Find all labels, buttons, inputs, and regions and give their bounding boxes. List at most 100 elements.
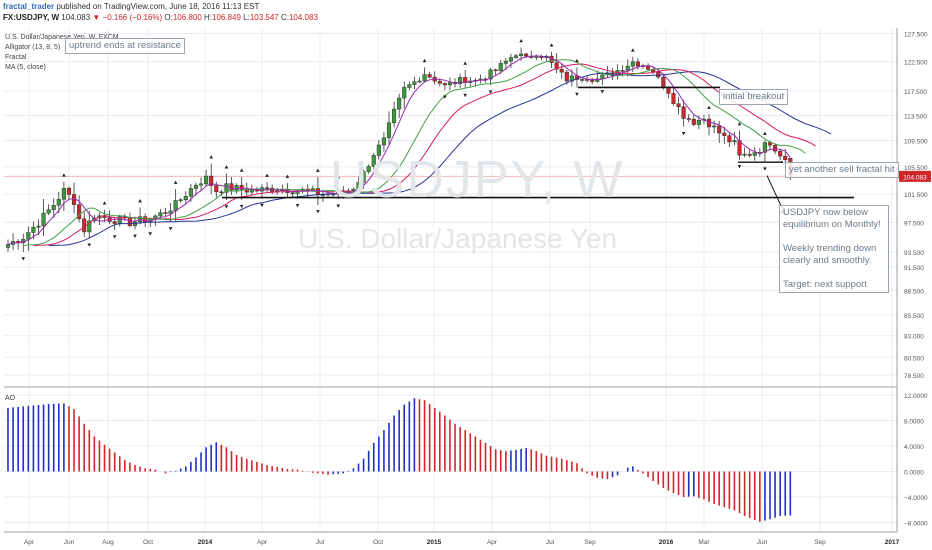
candle-body — [310, 188, 315, 191]
publisher-link[interactable]: fractal_trader — [3, 2, 55, 11]
candle-body — [427, 74, 432, 78]
candle-body — [534, 56, 539, 58]
time-tick-label: 2016 — [659, 539, 674, 546]
candle-body — [168, 210, 173, 214]
candle-body — [442, 83, 447, 86]
candle-body — [158, 212, 163, 217]
candle-body — [229, 183, 234, 191]
time-tick-label: 2015 — [427, 539, 442, 546]
candle-body — [239, 185, 244, 190]
candle-body — [127, 217, 132, 226]
open-label: O: — [164, 13, 173, 22]
indicator-ao[interactable]: AO — [5, 395, 16, 402]
fractal-pointer — [772, 161, 784, 163]
note-sell-fractal[interactable]: yet another sell fractal hit — [785, 162, 899, 178]
candle-body — [361, 171, 366, 183]
summary-line: USDJPY now below — [783, 207, 868, 218]
indicator-ma[interactable]: MA (5, close) — [5, 64, 46, 71]
time-tick-label: Jun — [64, 539, 75, 546]
time-tick-label: Jun — [757, 539, 768, 546]
candle-body — [402, 87, 407, 99]
low-label: L: — [243, 13, 250, 22]
candle-body — [519, 53, 524, 56]
last-price-badge — [899, 170, 931, 182]
high-value: 106.849 — [212, 13, 241, 22]
trend-drawings — [222, 86, 854, 215]
fractal-up-marker — [737, 121, 742, 126]
summary-line — [783, 231, 885, 243]
price-tick-label: 78.500 — [904, 373, 924, 380]
candle-body — [366, 166, 371, 172]
candle-body — [143, 216, 148, 223]
candle-body — [661, 76, 666, 88]
note-initial-breakout[interactable]: initial breakout — [719, 89, 789, 105]
candle-body — [513, 55, 519, 58]
candle-body — [488, 69, 493, 80]
indicator-lines — [7, 55, 832, 247]
watermark-symbol: USDJPY, W — [330, 151, 625, 209]
fractal-down-marker — [87, 243, 92, 247]
candle-body — [376, 144, 381, 156]
time-tick-label: 2014 — [198, 539, 213, 546]
candle-body — [742, 153, 747, 156]
close-label: C: — [280, 13, 289, 22]
candle-body — [712, 125, 717, 128]
candle-body — [36, 225, 41, 228]
fractal-up-marker — [239, 168, 244, 172]
price-tick-label: 117.500 — [904, 89, 927, 96]
candle-body — [193, 184, 199, 189]
publish-line: fractal_trader published on TradingView.… — [3, 2, 259, 11]
candle-body — [722, 132, 727, 136]
candle-body — [188, 188, 193, 197]
candle-body — [493, 69, 498, 72]
candle-body — [204, 175, 209, 185]
price-tick-label: 83.000 — [904, 334, 924, 341]
summary-line: Weekly trending down — [783, 243, 877, 254]
indicator-fractal[interactable]: Fractal — [5, 54, 27, 61]
candle-body — [214, 185, 219, 193]
candle-body — [620, 70, 625, 72]
candle-body — [219, 191, 224, 194]
candle-body — [26, 232, 31, 240]
candle-body — [87, 220, 92, 233]
indicator-alligator[interactable]: Alligator (13, 8, 5) — [5, 44, 61, 51]
fractal-up-marker — [631, 48, 635, 52]
price-tick-label: 122.500 — [904, 60, 928, 67]
last-price: 104.083 — [61, 13, 91, 22]
fractal-down-marker — [112, 235, 117, 239]
fractal-up-marker — [62, 173, 66, 177]
candle-body — [234, 185, 239, 191]
fractal-up-marker — [173, 180, 178, 184]
candle-body — [422, 74, 427, 82]
candle-body — [752, 152, 757, 156]
candle-body — [503, 60, 508, 64]
low-value: 103.547 — [249, 13, 279, 22]
candle-body — [209, 175, 214, 186]
candle-body — [82, 218, 87, 233]
price-tick-label: 93.500 — [904, 250, 924, 257]
fractal-up-marker — [707, 105, 711, 109]
ao-tick-label: 4.0000 — [904, 444, 924, 451]
summary-line: clearly and smoothly. — [783, 255, 872, 266]
time-tick-label: Jul — [546, 539, 555, 546]
candle-body — [386, 122, 392, 139]
candle-body — [717, 125, 722, 134]
candle-body — [590, 79, 595, 82]
fractal-up-marker — [519, 39, 523, 43]
fractal-down-marker — [681, 132, 686, 136]
candle-body — [5, 244, 11, 248]
candle-body — [183, 196, 188, 200]
last-price-badge-text: 104.083 — [903, 174, 927, 181]
ao-tick-label: 8.0000 — [904, 419, 924, 426]
candle-body — [31, 226, 36, 233]
candle-body — [407, 84, 412, 88]
price-tick-label: 91.500 — [904, 265, 924, 272]
ao-tick-label: −4.0000 — [904, 495, 928, 502]
time-tick-label: Apr — [257, 539, 268, 546]
watermark-name: U.S. Dollar/Japanese Yen — [298, 223, 618, 254]
candle-body — [397, 97, 402, 110]
note-summary[interactable]: USDJPY now below equilibrium on Monthly!… — [779, 205, 889, 293]
candle-body — [579, 79, 585, 81]
note-uptrend[interactable]: uptrend ends at resistance — [65, 38, 185, 54]
candle-body — [51, 205, 56, 210]
